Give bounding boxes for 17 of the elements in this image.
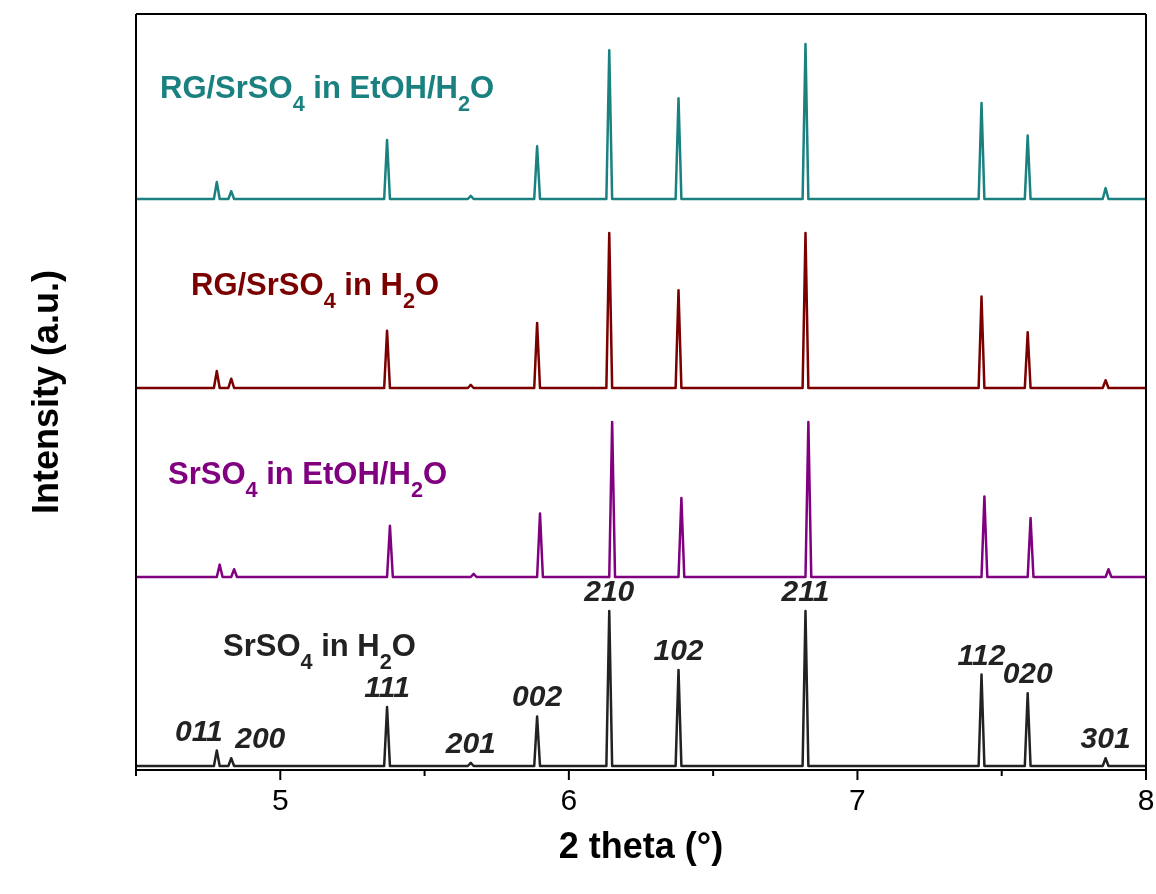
annotation: 200 <box>234 721 286 755</box>
x-tick-label: 6 <box>560 783 578 816</box>
annotation: 301 <box>1080 721 1131 755</box>
series-label: RG/SrSO$_{4}$ in H$_{2}$O <box>191 267 440 313</box>
annotation: 002 <box>512 679 563 713</box>
x-tick-label: 8 <box>1137 783 1155 816</box>
x-axis-title: 2 theta (°) <box>558 825 724 866</box>
x-tick-label: 7 <box>849 783 866 816</box>
annotation: 201 <box>444 725 496 759</box>
y-axis-title: Intensity (a.u.) <box>25 269 66 515</box>
x-tick-label: 5 <box>271 783 289 816</box>
annotation: 211 <box>780 574 830 607</box>
annotation: 210 <box>583 574 635 607</box>
text: SrSO$_{4}$ in EtOH/H$_{2}$O <box>168 456 448 502</box>
annotation: 102 <box>653 632 704 666</box>
annotation: 011 <box>174 713 223 747</box>
series-label: RG/SrSO$_{4}$ in EtOH/H$_{2}$O <box>160 70 495 116</box>
